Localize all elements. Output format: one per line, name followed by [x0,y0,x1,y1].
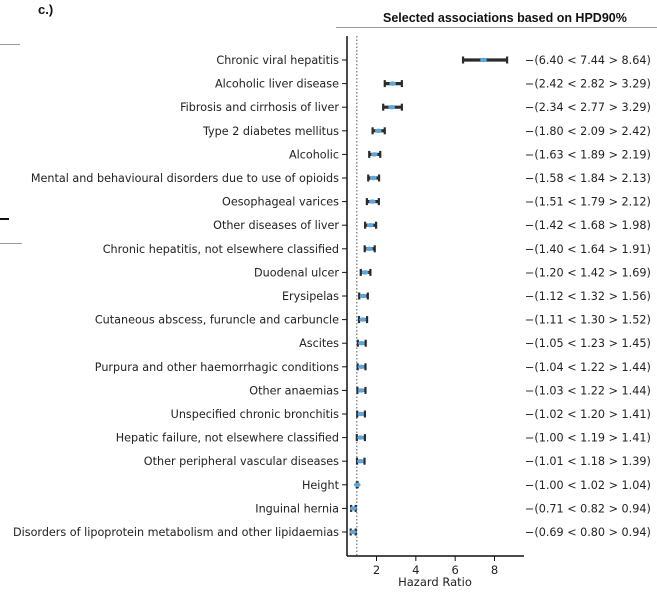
point-estimate [349,506,357,511]
x-tick-label: 4 [412,563,419,577]
row-value: −(6.40 < 7.44 > 8.64) [525,54,651,67]
row-value: −(0.69 < 0.80 > 0.94) [525,526,651,539]
row-value: −(1.58 < 1.84 > 2.13) [525,172,651,185]
point-estimate [359,293,367,299]
forest-row: Other peripheral vascular diseases −(1.01… [144,455,651,468]
forest-row: Ascites −(1.05 < 1.23 > 1.45) [299,337,651,350]
left-edge-rule [0,218,9,220]
point-estimate [359,317,367,322]
x-tick-label: 6 [452,563,459,577]
point-estimate [349,529,357,535]
row-value: −(0.71 < 0.82 > 0.94) [525,502,651,515]
point-estimate [357,435,364,440]
row-value: −(1.20 < 1.42 > 1.69) [525,266,651,279]
row-label: Cutaneous abscess, furuncle and carbuncl… [95,314,339,327]
forest-row: Height −(1.00 < 1.02 > 1.04) [302,479,651,492]
forest-row: Hepatic failure, not elsewhere classifie… [116,432,651,445]
row-value: −(1.80 < 2.09 > 2.42) [525,125,651,138]
row-value: −(1.00 < 1.02 > 1.04) [525,479,651,492]
row-label: Ascites [299,337,339,350]
row-label: Hepatic failure, not elsewhere classifie… [116,432,339,445]
point-estimate [356,459,364,464]
point-estimate [357,411,365,417]
forest-row: Disorders of lipoprotein metabolism and … [13,526,651,539]
title-underline [336,27,657,28]
row-label: Other anaemias [249,384,339,397]
row-value: −(2.34 < 2.77 > 3.29) [525,101,651,114]
point-estimate [480,57,487,63]
row-label: Height [302,479,340,492]
row-value: −(1.42 < 1.68 > 1.98) [525,219,651,232]
point-estimate [368,199,376,204]
forest-row: Purpura and other haemorrhagic condition… [95,361,651,374]
row-value: −(1.51 < 1.79 > 2.12) [525,196,651,209]
panel-label: c.) [38,2,54,17]
left-edge-rule [0,243,22,244]
point-estimate [357,341,365,346]
forest-row: Mental and behavioural disorders due to … [31,172,651,185]
row-label: Alcoholic liver disease [215,78,339,91]
forest-row: Unspecified chronic bronchitis −(1.02 < 1… [171,408,651,421]
row-value: −(1.05 < 1.23 > 1.45) [525,337,651,350]
row-label: Other peripheral vascular diseases [144,455,339,468]
row-label: Mental and behavioural disorders due to … [31,172,339,185]
point-estimate [357,388,365,393]
x-axis-label: Hazard Ratio [398,575,472,589]
forest-row: Other diseases of liver −(1.42 < 1.68 > 1… [213,219,651,232]
row-label: Oesophageal varices [222,196,339,209]
forest-row: Fibrosis and cirrhosis of liver −(2.34 < … [180,101,651,114]
row-value: −(1.04 < 1.22 > 1.44) [525,361,651,374]
row-label: Fibrosis and cirrhosis of liver [180,101,339,114]
x-tick-label: 2 [373,563,380,577]
chart-title: Selected associations based on HPD90% [383,11,627,25]
row-value: −(1.01 < 1.18 > 1.39) [525,455,651,468]
row-label: Chronic hepatitis, not elsewhere classif… [103,243,339,256]
point-estimate [388,105,396,110]
point-estimate [366,223,374,228]
row-label: Duodenal ulcer [254,266,339,279]
row-value: −(1.11 < 1.30 > 1.52) [525,314,651,327]
forest-row: Type 2 diabetes mellitus −(1.80 < 2.09 > … [202,125,651,138]
row-value: −(1.03 < 1.22 > 1.44) [525,384,651,397]
forest-row: Duodenal ulcer −(1.20 < 1.42 > 1.69) [254,266,651,279]
row-value: −(2.42 < 2.82 > 3.29) [525,78,651,91]
row-value: −(1.12 < 1.32 > 1.56) [525,290,651,303]
forest-row: Oesophageal varices −(1.51 < 1.79 > 2.12) [222,196,651,209]
row-value: −(1.40 < 1.64 > 1.91) [525,243,651,256]
point-estimate [389,81,397,86]
x-tick-label: 8 [491,563,498,577]
left-edge-rule [0,44,20,45]
row-label: Purpura and other haemorrhagic condition… [95,361,339,374]
forest-row: Cutaneous abscess, furuncle and carbuncl… [95,314,651,327]
point-estimate [361,270,369,275]
row-label: Alcoholic [289,148,339,161]
row-label: Other diseases of liver [213,219,339,232]
point-estimate [369,175,377,181]
row-value: −(1.02 < 1.20 > 1.41) [525,408,651,421]
row-label: Disorders of lipoprotein metabolism and … [13,526,339,539]
row-label: Inguinal hernia [255,502,339,515]
row-label: Type 2 diabetes mellitus [202,125,339,138]
row-value: −(1.63 < 1.89 > 2.19) [525,148,651,161]
point-estimate [374,128,382,133]
forest-row: Chronic hepatitis, not elsewhere classif… [103,243,651,256]
point-estimate [370,152,378,157]
row-label: Erysipelas [282,290,339,303]
point-estimate [366,246,373,251]
forest-row: Chronic viral hepatitis −(6.40 < 7.44 > 8… [216,54,650,67]
forest-row: Alcoholic −(1.63 < 1.89 > 2.19) [289,148,651,161]
row-label: Unspecified chronic bronchitis [171,408,340,421]
point-estimate [357,364,365,369]
row-label: Chronic viral hepatitis [216,54,339,67]
forest-row: Alcoholic liver disease −(2.42 < 2.82 > 3… [215,78,651,91]
point-estimate [353,482,361,487]
row-value: −(1.00 < 1.19 > 1.41) [525,432,651,445]
forest-row: Erysipelas −(1.12 < 1.32 > 1.56) [282,290,651,303]
forest-row: Other anaemias −(1.03 < 1.22 > 1.44) [249,384,651,397]
forest-row: Inguinal hernia −(0.71 < 0.82 > 0.94) [255,502,651,515]
